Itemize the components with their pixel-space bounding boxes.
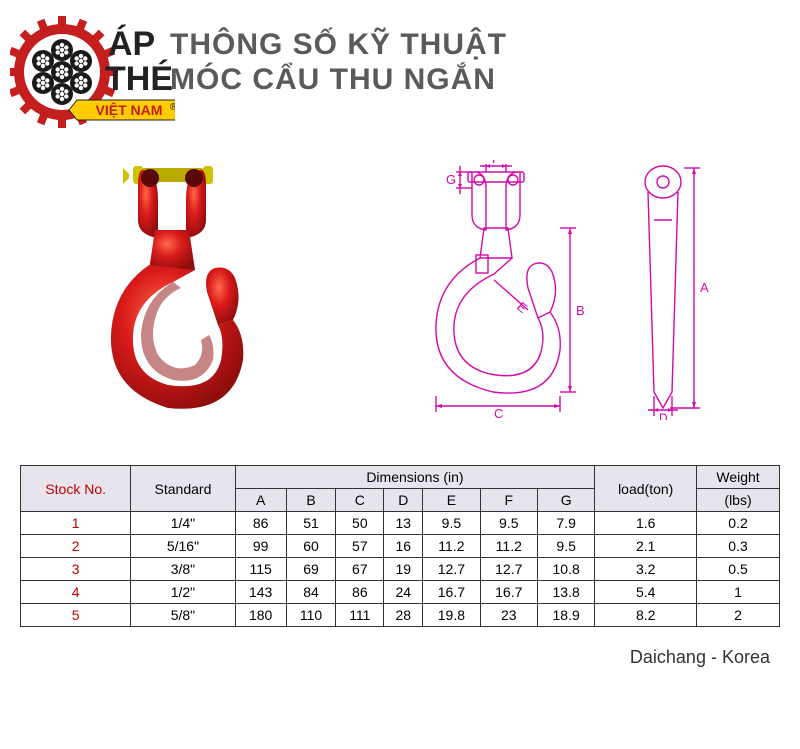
svg-text:D: D — [659, 411, 668, 420]
table-row: 3 3/8" 115 69 67 19 12.7 12.7 10.8 3.2 0… — [21, 558, 780, 581]
footer-brand: Daichang - Korea — [0, 627, 800, 668]
page-title: THÔNG SỐ KỸ THUẬT MÓC CẨU THU NGẮN — [170, 10, 507, 97]
logo-banner-text: VIỆT NAM — [96, 101, 163, 118]
hook-photo — [83, 160, 263, 420]
col-G: G — [537, 489, 594, 512]
col-load: load(ton) — [595, 466, 697, 512]
title-line2: MÓC CẨU THU NGẮN — [170, 63, 507, 98]
hook-diagram: E F G — [368, 160, 718, 420]
spec-table: Stock No. Standard Dimensions (in) load(… — [20, 465, 780, 627]
table-row: 1 1/4" 86 51 50 13 9.5 9.5 7.9 1.6 0.2 — [21, 512, 780, 535]
col-weight-bot: (lbs) — [697, 489, 780, 512]
table-body: 1 1/4" 86 51 50 13 9.5 9.5 7.9 1.6 0.2 2… — [21, 512, 780, 627]
table-row: 4 1/2" 143 84 86 24 16.7 16.7 13.8 5.4 1 — [21, 581, 780, 604]
col-A: A — [235, 489, 286, 512]
svg-text:A: A — [700, 280, 709, 295]
svg-text:E: E — [514, 299, 531, 316]
logo-text-top: ÁP — [108, 25, 155, 63]
svg-text:B: B — [576, 303, 585, 318]
product-images: E F G — [0, 135, 800, 465]
svg-text:F: F — [492, 160, 500, 166]
svg-text:G: G — [446, 172, 456, 187]
col-B: B — [286, 489, 336, 512]
svg-text:®: ® — [170, 102, 175, 113]
table-row: 5 5/8" 180 110 111 28 19.8 23 18.9 8.2 2 — [21, 604, 780, 627]
col-D: D — [384, 489, 423, 512]
col-stockno: Stock No. — [21, 466, 131, 512]
title-line1: THÔNG SỐ KỸ THUẬT — [170, 28, 507, 63]
col-weight-top: Weight — [697, 466, 780, 489]
col-C: C — [336, 489, 384, 512]
col-dimensions: Dimensions (in) — [235, 466, 595, 489]
col-F: F — [480, 489, 537, 512]
svg-text:C: C — [494, 406, 503, 420]
header: ÁP THÉP VIỆT NAM ® THÔNG SỐ KỸ THUẬT MÓC… — [0, 0, 800, 135]
logo-text-mid: THÉP — [105, 60, 175, 98]
col-E: E — [423, 489, 480, 512]
col-standard: Standard — [131, 466, 235, 512]
table-row: 2 5/16" 99 60 57 16 11.2 11.2 9.5 2.1 0.… — [21, 535, 780, 558]
brand-logo: ÁP THÉP VIỆT NAM ® — [10, 10, 175, 135]
